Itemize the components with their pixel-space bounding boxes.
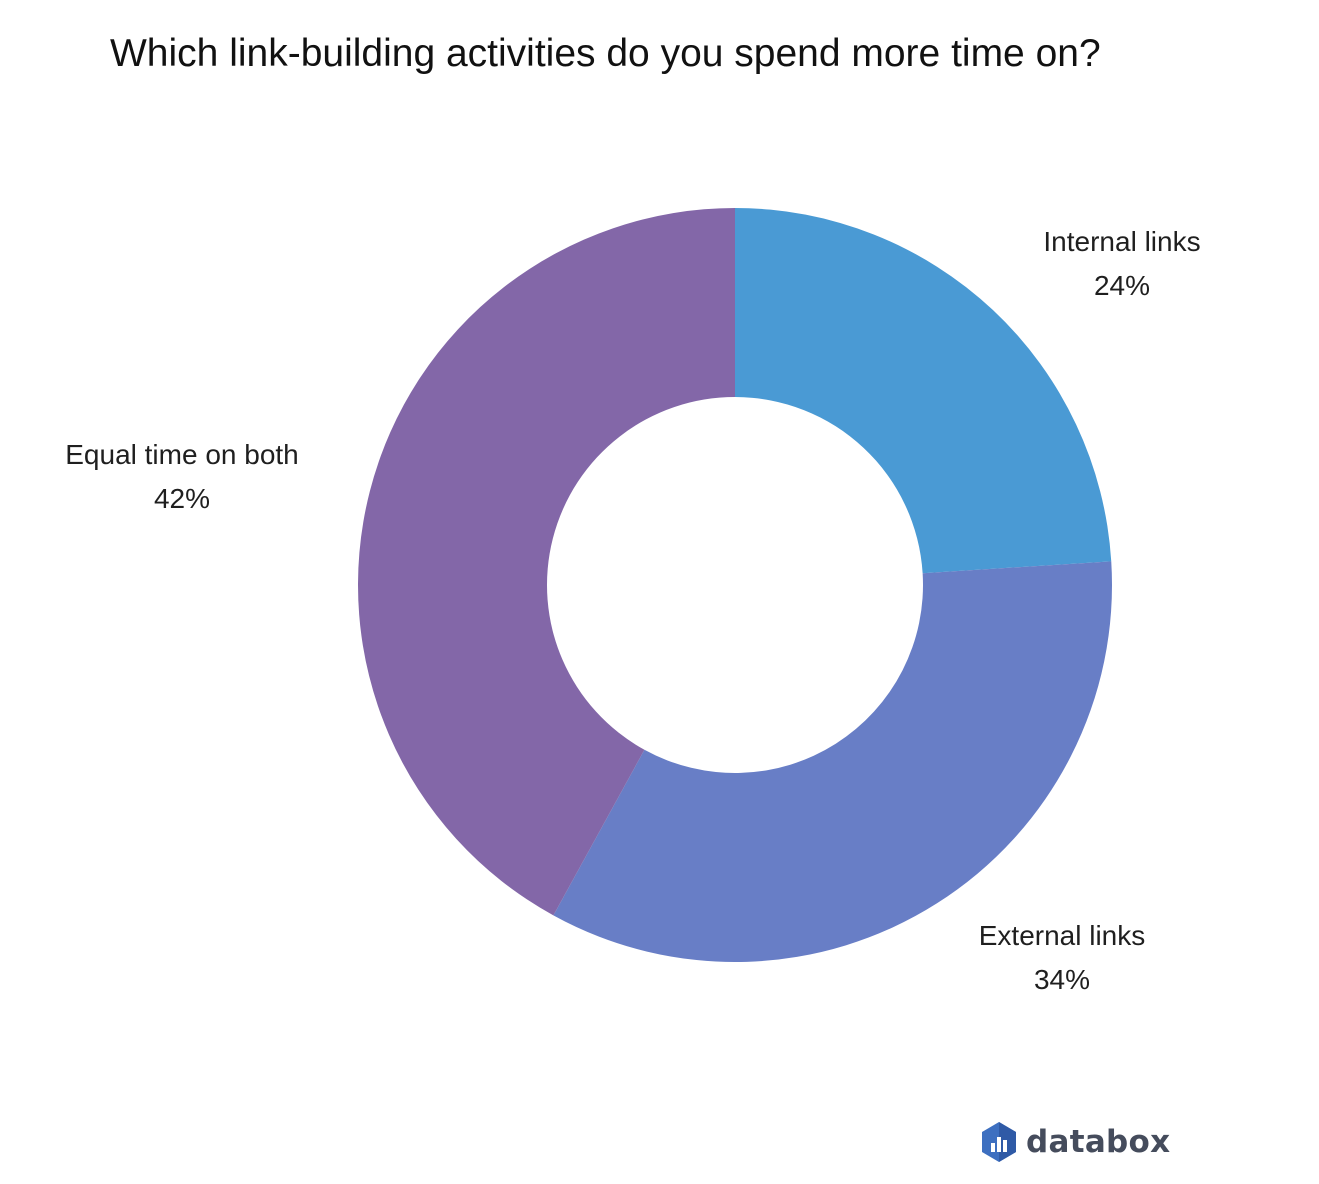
slice-name: Equal time on both xyxy=(65,439,299,470)
slice-value: 24% xyxy=(1093,270,1151,301)
slice-label-internal-links: Internal links 24% xyxy=(962,220,1282,308)
chart-title: Which link-building activities do you sp… xyxy=(110,32,1101,75)
slice-value: 34% xyxy=(1033,964,1091,995)
slice-equal-time-on-both xyxy=(358,208,735,916)
slice-internal-links xyxy=(735,208,1112,574)
slice-label-external-links: External links 34% xyxy=(902,914,1222,1002)
slice-value: 42% xyxy=(153,483,211,514)
databox-logo-icon xyxy=(982,1122,1016,1162)
slice-name: Internal links xyxy=(1043,226,1201,257)
databox-brand: databox xyxy=(980,1120,1170,1164)
slice-label-equal-time: Equal time on both 42% xyxy=(22,433,342,521)
brand-name: databox xyxy=(1026,1124,1171,1160)
slice-external-links xyxy=(553,561,1112,962)
slice-name: External links xyxy=(978,920,1146,951)
